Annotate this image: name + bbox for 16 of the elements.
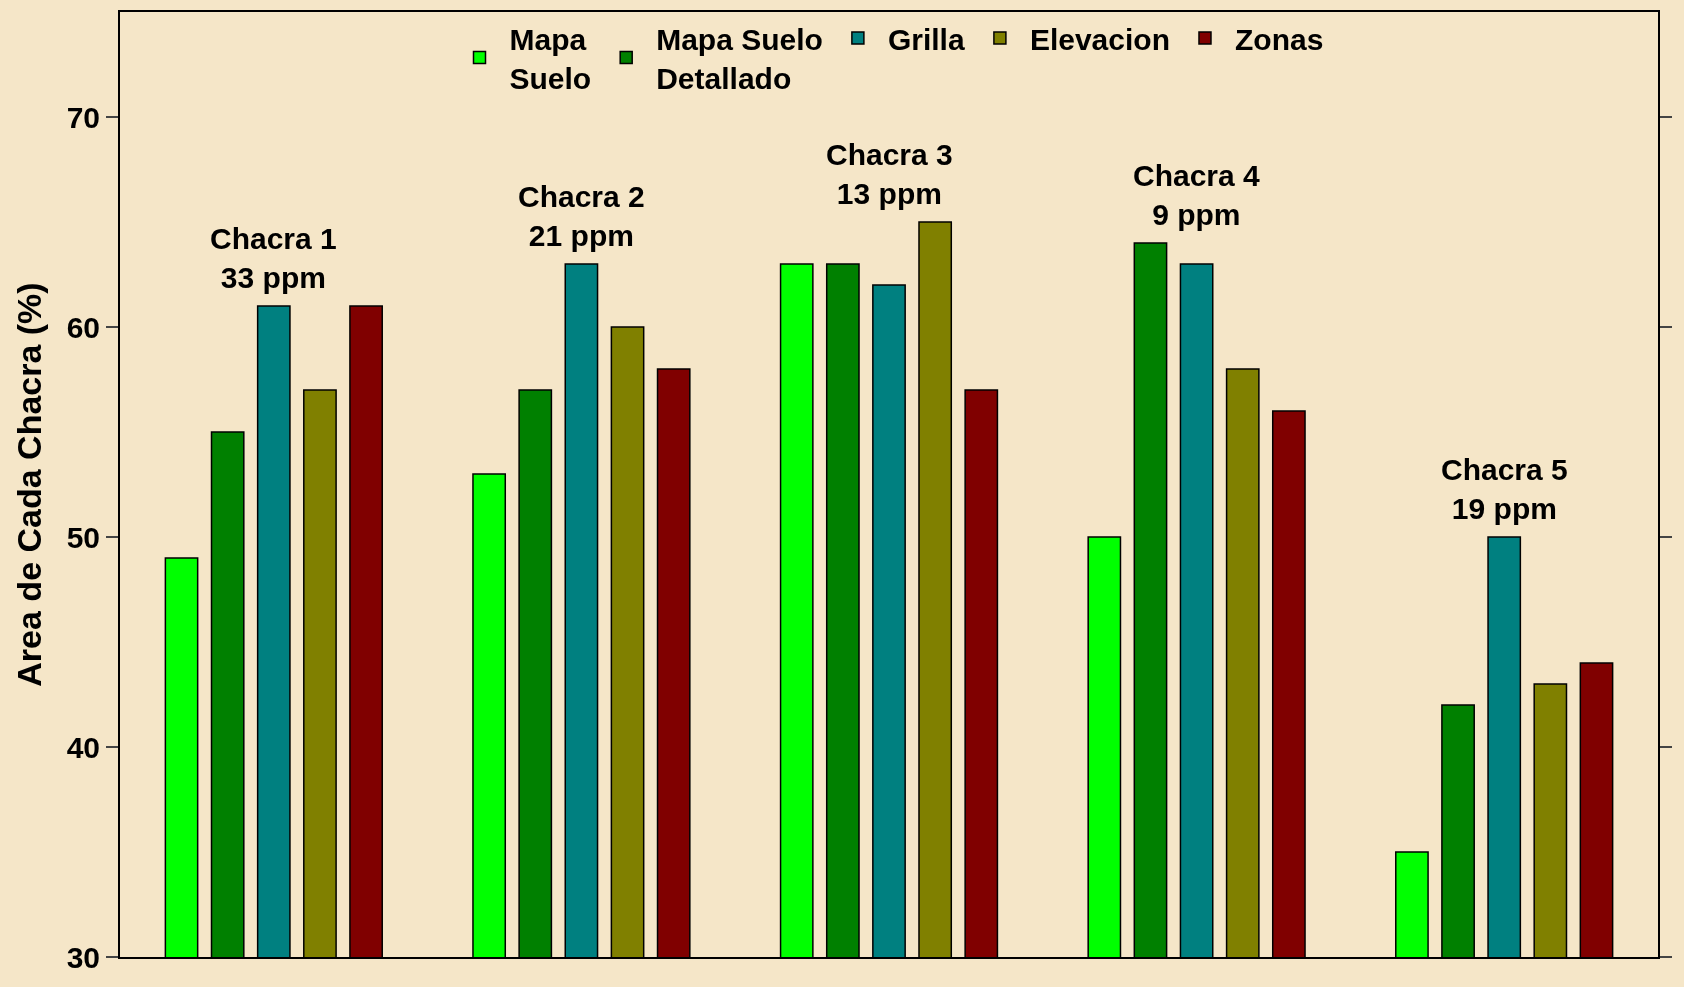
annotation: Chacra 2 21 ppm <box>518 180 645 252</box>
y-tick-label: 30 <box>66 940 100 974</box>
annotation: Chacra 1 33 ppm <box>210 222 337 294</box>
legend-label: Grilla <box>887 22 965 56</box>
y-tick-label: 40 <box>66 730 100 764</box>
annotation: Chacra 4 9 ppm <box>1133 159 1261 231</box>
y-tick-label: 70 <box>66 100 100 134</box>
legend-label: Mapa Suelo <box>509 22 592 95</box>
y-tick-label: 60 <box>66 310 100 344</box>
y-axis-title: Area de Cada Chacra (%) <box>10 282 48 687</box>
legend-label: Elevacion <box>1029 22 1170 56</box>
legend-label: Zonas <box>1234 22 1324 56</box>
y-tick-label: 50 <box>66 520 100 554</box>
annotation: Chacra 3 13 ppm <box>826 138 953 210</box>
legend-label: Mapa Suelo Detallado <box>656 22 823 95</box>
annotation: Chacra 5 19 ppm <box>1441 453 1568 525</box>
